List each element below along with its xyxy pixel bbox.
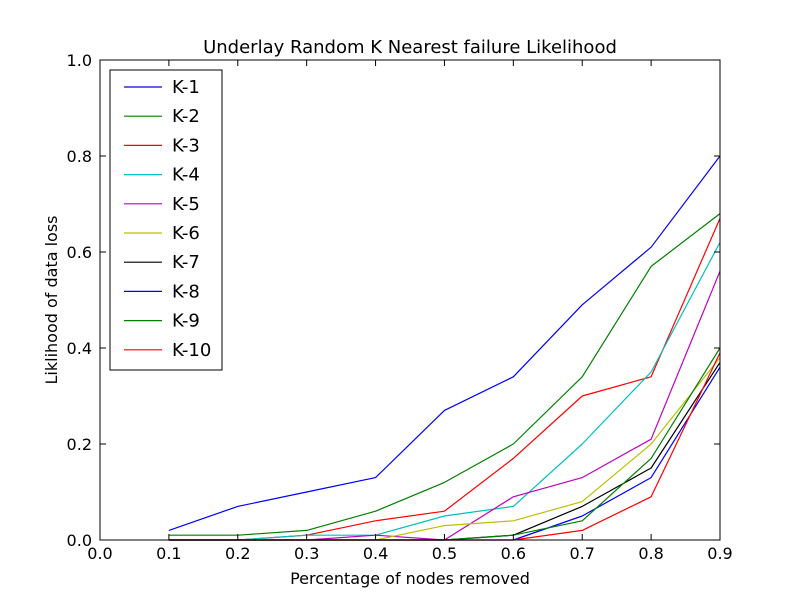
y-tick-label: 1.0 (67, 51, 92, 70)
y-tick-label: 0.4 (67, 339, 92, 358)
x-axis-label: Percentage of nodes removed (290, 569, 530, 588)
legend-label: K-6 (172, 223, 200, 244)
legend: K-1 K-2 K-3 K-4 K-5 K-6 K-7 K-8 K-9 K-10 (109, 69, 223, 371)
legend-label: K-2 (172, 106, 200, 127)
legend-label: K-7 (172, 252, 200, 273)
plot-frame (99, 59, 721, 541)
legend-label: K-1 (172, 77, 200, 98)
x-tick-label: 0.4 (363, 544, 388, 563)
y-tick-label: 0.8 (67, 147, 92, 166)
x-tick-label: 0.7 (569, 544, 594, 563)
x-tick-label: 0.2 (225, 544, 250, 563)
series-line-k-5 (168, 270, 721, 541)
legend-label: K-3 (172, 135, 200, 156)
series-line-k-6 (168, 357, 721, 541)
x-tick-label: 0.1 (156, 544, 181, 563)
legend-label: K-5 (172, 194, 200, 215)
y-tick-label: 0.0 (67, 531, 92, 550)
x-tick-label: 0.9 (707, 544, 732, 563)
series-line-k-8 (168, 366, 721, 541)
series-line-k-7 (168, 362, 721, 541)
x-tick-label: 0.5 (432, 544, 457, 563)
legend-label: K-4 (172, 165, 200, 186)
x-tick-label: 0.8 (638, 544, 663, 563)
legend-label: K-8 (172, 281, 200, 302)
series-layer (168, 155, 721, 541)
y-axis-label: Liklihood of data loss (42, 215, 61, 384)
series-line-k-4 (168, 242, 721, 541)
series-line-k-1 (168, 155, 721, 531)
y-tick-label: 0.6 (67, 243, 92, 262)
legend-label: K-9 (172, 311, 200, 332)
ticks-layer: 0.0 0.1 0.2 0.3 0.4 0.5 0.6 0.7 0.8 0.9 0.0 0.2 0.4 0… (67, 51, 733, 563)
y-tick-label: 0.2 (67, 435, 92, 454)
series-line-k-3 (168, 218, 721, 541)
legend-label: K-10 (172, 340, 211, 361)
series-line-k-2 (168, 213, 721, 536)
x-tick-label: 0.6 (501, 544, 526, 563)
chart-title: Underlay Random K Nearest failure Likeli… (203, 37, 617, 58)
x-tick-label: 0.3 (294, 544, 319, 563)
x-tick-label: 0.0 (87, 544, 112, 563)
legend-frame (109, 69, 223, 371)
